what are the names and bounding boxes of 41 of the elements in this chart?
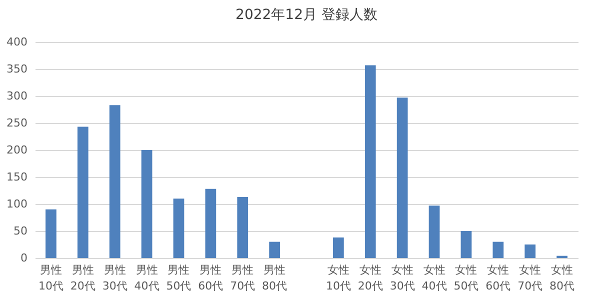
bar	[173, 198, 184, 258]
x-tick-label: 女性 70代	[518, 264, 543, 292]
x-tick-label: 女性 40代	[422, 264, 447, 292]
x-tick-label: 男性 60代	[198, 264, 224, 292]
x-tick-label: 女性 50代	[454, 264, 479, 292]
y-tick-label: 350	[6, 62, 28, 76]
bar	[492, 242, 504, 258]
bar	[269, 242, 280, 258]
bar	[333, 237, 344, 258]
y-tick-label: 300	[6, 90, 28, 102]
y-tick-label: 400	[6, 36, 28, 48]
x-tick-label: 女性 30代	[390, 264, 415, 292]
x-tick-label: 女性 60代	[486, 264, 511, 292]
y-tick-label: 150	[6, 170, 28, 184]
x-tick-label: 男性 80代	[262, 264, 288, 292]
bar	[77, 126, 88, 258]
y-tick-label: 100	[6, 198, 28, 210]
x-tick-label: 女性 10代	[326, 264, 351, 292]
bar	[460, 231, 472, 258]
bar	[141, 150, 152, 258]
bar	[109, 105, 120, 258]
bar	[524, 244, 536, 258]
x-tick-label: 男性 20代	[70, 264, 96, 292]
x-tick-label: 男性 30代	[102, 264, 128, 292]
x-tick-label: 女性 20代	[358, 264, 383, 292]
x-tick-label: 女性 80代	[550, 264, 575, 292]
x-tick-label: 男性 50代	[166, 264, 192, 292]
x-tick-label: 男性 10代	[38, 264, 64, 292]
x-tick-label: 男性 70代	[230, 264, 256, 292]
bar	[396, 98, 408, 258]
x-tick-label: 男性 40代	[134, 264, 160, 292]
y-tick-label: 50	[14, 224, 28, 238]
bar	[46, 209, 56, 258]
bar	[205, 188, 216, 258]
bar	[237, 196, 248, 258]
bar	[364, 65, 376, 258]
bar	[428, 206, 440, 258]
y-tick-label: 250	[6, 116, 28, 130]
y-tick-label: 0	[20, 252, 28, 264]
chart-title: 2022年12月 登録人数	[236, 7, 378, 23]
y-tick-label: 200	[6, 144, 28, 156]
